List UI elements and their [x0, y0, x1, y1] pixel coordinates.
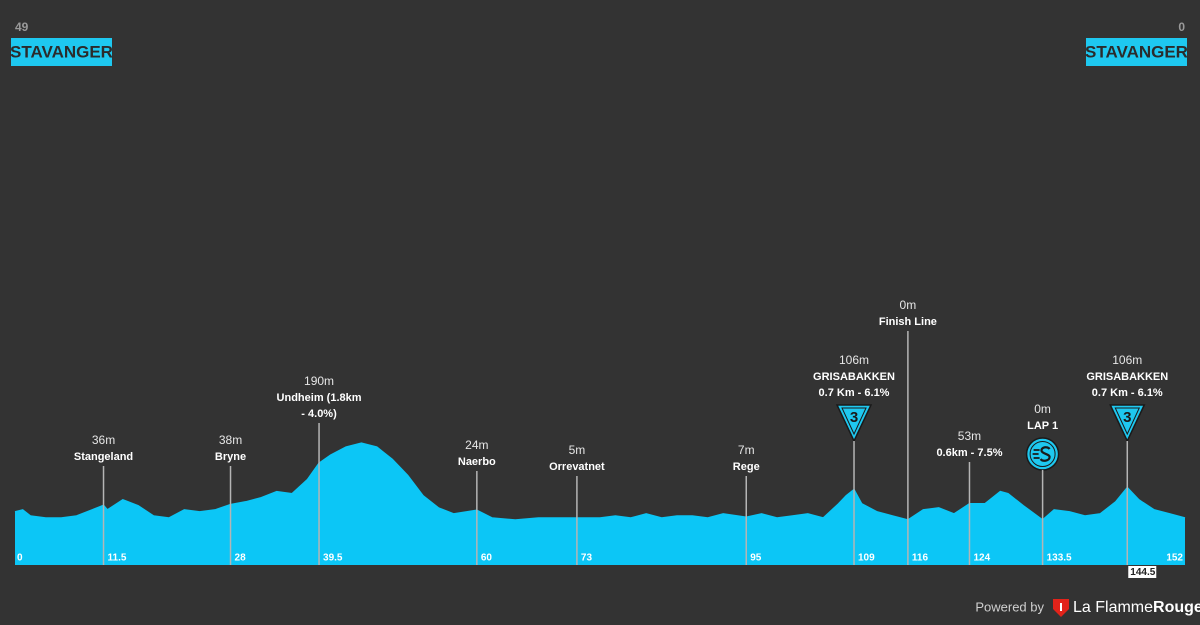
- km-label: 116: [912, 553, 929, 564]
- waypoint-altitude: 36m: [92, 433, 115, 447]
- brand: La FlammeRouge: [1073, 599, 1200, 616]
- waypoint-name: Finish Line: [879, 316, 937, 328]
- end-name: STAVANGER: [1085, 42, 1188, 61]
- end-km: 0: [1178, 20, 1185, 34]
- waypoint-altitude: 53m: [958, 429, 981, 443]
- waypoint-altitude: 24m: [465, 438, 488, 452]
- waypoint-name: Orrevatnet: [549, 461, 605, 473]
- waypoint-name: GRISABAKKEN: [1086, 371, 1168, 383]
- waypoint-altitude: 5m: [569, 443, 586, 457]
- km-label-box: [1128, 566, 1157, 578]
- km-label: 152: [1166, 553, 1183, 564]
- km-label: 0: [17, 553, 23, 564]
- waypoint-altitude: 0m: [900, 298, 917, 312]
- sprint-icon-ring: [1029, 441, 1056, 467]
- sprint-icon: [1025, 437, 1060, 471]
- km-label: 28: [235, 553, 247, 564]
- waypoint-altitude: 0m: [1034, 402, 1051, 416]
- climb-category: 3: [1123, 409, 1131, 426]
- waypoint-name: GRISABAKKEN: [813, 371, 895, 383]
- brand-a: La Flamme: [1073, 599, 1153, 616]
- waypoint-name: 0.6km - 7.5%: [936, 447, 1002, 459]
- sprint-icon-s: [1039, 446, 1051, 462]
- climb-badge: [1109, 404, 1146, 443]
- km-label: 144.5: [1130, 567, 1155, 578]
- sprint-icon-lines: [1032, 449, 1040, 459]
- start-name: STAVANGER: [10, 42, 113, 61]
- waypoint-altitude: 106m: [1112, 353, 1142, 367]
- waypoint-name: Bryne: [215, 451, 246, 463]
- waypoint-name: Stangeland: [74, 451, 133, 463]
- km-label: 11.5: [108, 553, 127, 564]
- end-badge: [1086, 38, 1187, 66]
- waypoint-name: Undheim (1.8km: [277, 392, 362, 404]
- waypoint-altitude: 190m: [304, 374, 334, 388]
- waypoint-name: Naerbo: [458, 456, 496, 468]
- waypoint-altitude: 38m: [219, 433, 242, 447]
- brand-b: Rouge: [1153, 599, 1200, 616]
- km-label: 39.5: [323, 553, 343, 564]
- km-label: 109: [858, 553, 875, 564]
- km-label: 73: [581, 553, 593, 564]
- waypoint-name: Rege: [733, 461, 760, 473]
- climb-badge: [835, 404, 873, 443]
- profile-line: [14, 442, 1186, 521]
- profile-area: [15, 443, 1185, 565]
- waypoint-name: 0.7 Km - 6.1%: [819, 387, 890, 399]
- climb-category: 3: [850, 409, 858, 426]
- waypoint-layer: 0 152 36m Stangeland 11.5 38m Bryne 28 190m Undhe…: [17, 298, 1183, 578]
- powered-by: Powered by: [975, 599, 1044, 614]
- start-badge: [11, 38, 112, 66]
- waypoint-altitude: 7m: [738, 443, 755, 457]
- climb-badge-inner: [841, 407, 867, 436]
- waypoint-altitude: 106m: [839, 353, 869, 367]
- profile-layer: [14, 442, 1186, 565]
- climb-badge-inner: [1114, 407, 1141, 436]
- waypoint-name: LAP 1: [1027, 420, 1058, 432]
- waypoint-name: 0.7 Km - 6.1%: [1092, 387, 1163, 399]
- km-label: 95: [750, 553, 762, 564]
- km-label: 133.5: [1047, 553, 1072, 564]
- km-label: 60: [481, 553, 493, 564]
- waypoint-name: - 4.0%): [301, 408, 337, 420]
- start-km: 49: [15, 20, 29, 34]
- km-label: 124: [973, 553, 990, 564]
